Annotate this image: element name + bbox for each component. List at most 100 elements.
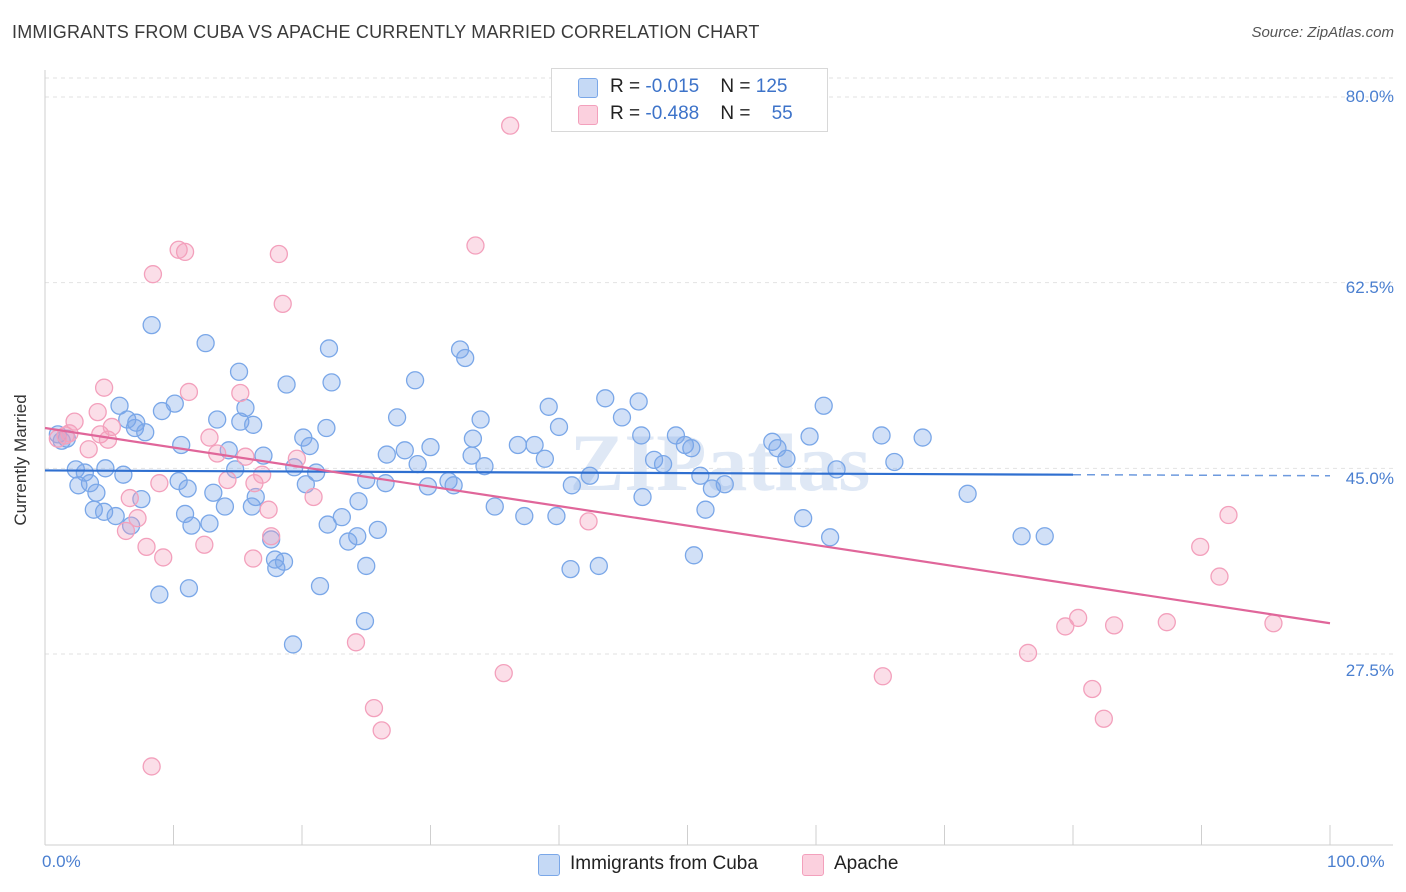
y-tick-label: 27.5% xyxy=(1345,661,1394,680)
cuba-point xyxy=(958,484,977,503)
cuba-point xyxy=(471,410,490,429)
legend-r-label: R = xyxy=(610,76,646,97)
cuba-point xyxy=(644,450,664,469)
apache-point xyxy=(579,512,598,531)
cuba-point xyxy=(456,348,475,368)
legend-r-value: -0.015 xyxy=(645,76,700,97)
cuba-point xyxy=(244,415,263,434)
apache-point xyxy=(154,548,173,567)
apache-point xyxy=(94,378,114,397)
apache-point xyxy=(1094,709,1113,728)
apache-trendline xyxy=(44,426,1331,625)
cuba-point xyxy=(204,483,223,502)
apache-point xyxy=(372,721,391,740)
cuba-point xyxy=(800,427,819,446)
apache-point xyxy=(137,537,156,556)
cuba-trendline xyxy=(44,469,1074,476)
apache-point xyxy=(1018,643,1038,663)
source-label: Source: ZipAtlas.com xyxy=(1251,24,1394,41)
cuba-point xyxy=(885,452,904,472)
cuba-point xyxy=(691,466,710,485)
apache-point xyxy=(1210,567,1229,586)
cuba-point xyxy=(300,436,319,456)
apache-point xyxy=(269,244,289,264)
apache-point xyxy=(1219,505,1238,525)
cuba-point xyxy=(368,520,387,540)
legend-swatch xyxy=(802,854,824,876)
apache-point xyxy=(244,549,263,568)
x-tick-label: 100.0% xyxy=(1327,852,1385,871)
cuba-point xyxy=(715,475,734,494)
legend-r-label: R = xyxy=(610,103,646,124)
cuba-point xyxy=(421,437,440,457)
trendline-extension xyxy=(1072,473,1331,477)
series-legend: Immigrants from Cuba Apache xyxy=(0,852,1406,878)
apache-point xyxy=(494,663,513,683)
y-tick-label: 62.5% xyxy=(1345,278,1394,297)
cuba-point xyxy=(357,470,376,490)
apache-point xyxy=(1191,537,1210,556)
legend-n-label: N = xyxy=(720,76,756,97)
cuba-point xyxy=(629,392,648,411)
cuba-point xyxy=(200,514,219,533)
cuba-point xyxy=(1035,527,1054,546)
apache-point xyxy=(364,698,384,718)
cuba-point xyxy=(208,410,227,429)
apache-point xyxy=(253,465,272,484)
cuba-point xyxy=(515,506,534,526)
cuba-point xyxy=(196,333,215,353)
cuba-point xyxy=(596,389,615,408)
cuba-point xyxy=(463,429,483,448)
cuba-point xyxy=(242,497,262,516)
cuba-point xyxy=(182,516,201,535)
cuba-point xyxy=(318,515,337,534)
apache-point xyxy=(150,474,169,493)
cuba-point xyxy=(175,504,195,524)
cuba-point xyxy=(110,396,129,415)
cuba-point xyxy=(612,408,632,427)
cuba-point xyxy=(408,454,427,474)
apache-point xyxy=(128,509,147,528)
cuba-point xyxy=(395,441,414,460)
cuba-point xyxy=(913,428,932,447)
apache-point xyxy=(1056,617,1075,636)
cuba-point xyxy=(508,435,528,455)
apache-point xyxy=(273,294,292,314)
cuba-point xyxy=(319,339,339,358)
cuba-point xyxy=(339,532,358,551)
y-axis-label: Currently Married xyxy=(11,394,30,526)
apache-point xyxy=(79,440,98,459)
apache-point xyxy=(1264,614,1283,633)
cuba-point xyxy=(150,585,169,604)
apache-point xyxy=(142,757,161,776)
cuba-point xyxy=(827,460,846,479)
y-tick-label: 80.0% xyxy=(1345,87,1394,106)
cuba-point xyxy=(121,516,141,535)
apache-point xyxy=(304,487,323,507)
cuba-point xyxy=(332,507,351,527)
cuba-point xyxy=(165,394,184,413)
cuba-point xyxy=(283,635,303,654)
y-tick-label: 45.0% xyxy=(1345,469,1394,488)
watermark: ZIPatlas xyxy=(570,417,871,508)
cuba-point xyxy=(872,426,891,445)
cuba-point xyxy=(377,445,396,464)
cuba-point xyxy=(172,435,191,455)
legend-label: Apache xyxy=(834,853,899,874)
apache-point xyxy=(116,521,136,541)
apache-point xyxy=(1068,608,1088,628)
cuba-point xyxy=(349,492,368,511)
cuba-point xyxy=(348,527,367,546)
apache-point xyxy=(873,667,892,686)
cuba-point xyxy=(561,559,580,579)
chart-title: IMMIGRANTS FROM CUBA VS APACHE CURRENTLY… xyxy=(12,22,760,42)
cuba-point xyxy=(114,465,133,484)
cuba-point xyxy=(179,579,199,598)
apache-point xyxy=(466,236,485,255)
cuba-point xyxy=(632,426,651,445)
apache-point xyxy=(195,535,214,554)
cuba-point xyxy=(696,500,715,519)
cuba-point xyxy=(142,315,161,335)
cuba-point xyxy=(580,466,599,485)
